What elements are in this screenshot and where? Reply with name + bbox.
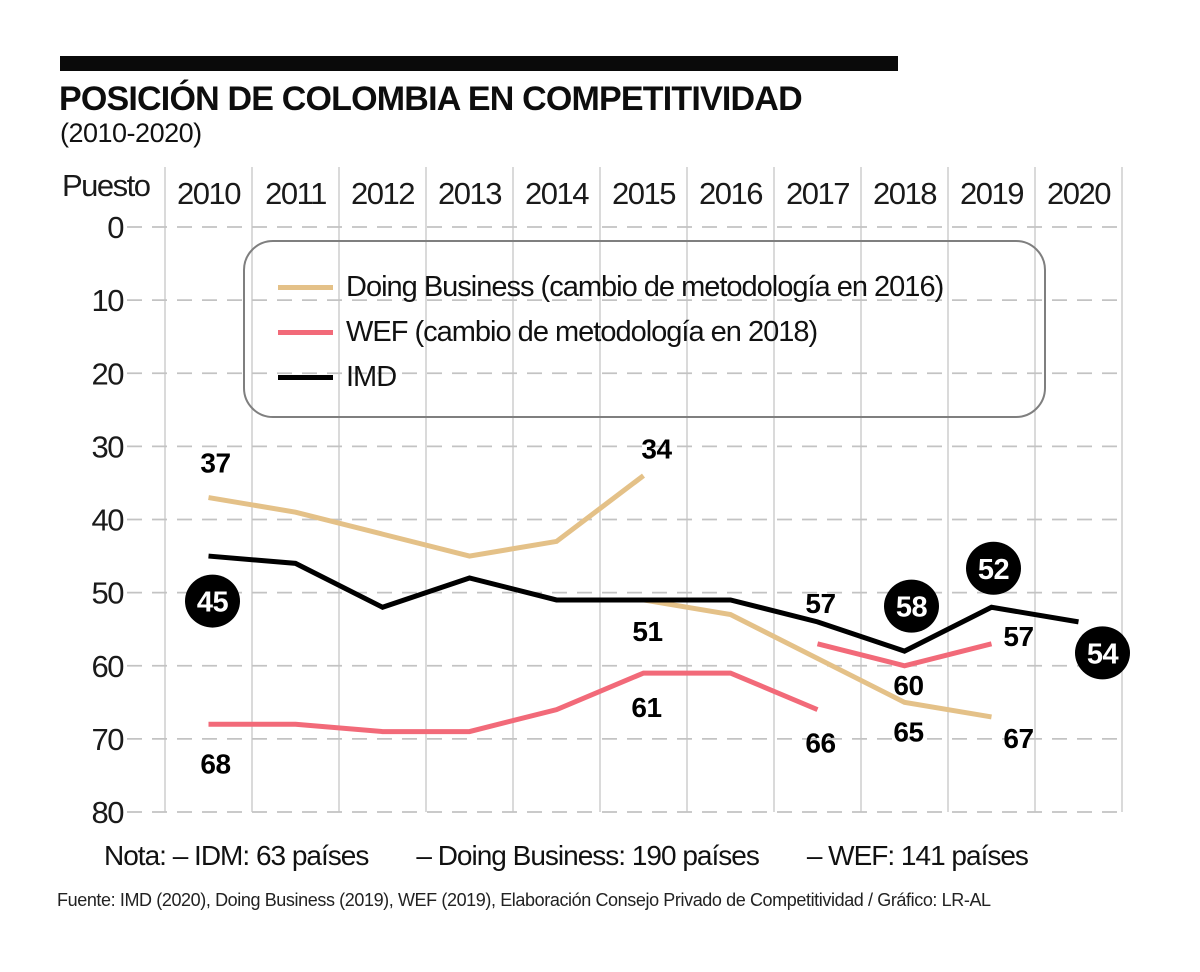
- highlight-circle-imd-2020: [1075, 626, 1130, 680]
- data-label-doing-business-post2016-2018: 65: [893, 716, 923, 747]
- imd-swatch: [278, 375, 333, 380]
- data-label-wef-post2018-2017: 57: [805, 588, 835, 619]
- legend-label-doing-business: Doing Business (cambio de metodología en…: [346, 271, 944, 303]
- note-idm: Nota: – IDM: 63 países: [104, 840, 369, 871]
- legend-item-wef: WEF (cambio de metodología en 2018): [278, 310, 1044, 355]
- highlight-circle-imd-2019: [966, 541, 1021, 595]
- x-tick-label: 2016: [699, 176, 762, 211]
- y-tick-label: 30: [92, 429, 125, 464]
- data-label-imd-2010: 45: [197, 587, 229, 619]
- data-label-imd-2015: 51: [632, 616, 662, 647]
- note-wef: – WEF: 141 países: [806, 840, 1029, 871]
- chart-legend: Doing Business (cambio de metodología en…: [243, 240, 1046, 418]
- legend-label-imd: IMD: [346, 361, 397, 393]
- x-tick-label: 2018: [873, 176, 936, 211]
- y-tick-label: 20: [92, 356, 125, 391]
- page-subtitle: (2010-2020): [60, 118, 202, 148]
- y-tick-label: 0: [107, 210, 124, 245]
- data-label-wef-post2018-2018: 60: [893, 670, 923, 701]
- y-axis-title: Puesto: [62, 168, 150, 203]
- data-label-wef-post2018-2019: 57: [1003, 621, 1033, 652]
- x-tick-label: 2017: [786, 176, 849, 211]
- x-tick-label: 2019: [960, 176, 1023, 211]
- data-label-wef-pre2018-2015: 61: [631, 692, 661, 723]
- y-tick-label: 10: [92, 283, 125, 318]
- y-tick-label: 50: [92, 576, 125, 611]
- source-credit: Fuente: IMD (2020), Doing Business (2019…: [57, 890, 991, 910]
- note-doing-business: – Doing Business: 190 países: [416, 840, 759, 871]
- x-tick-label: 2010: [177, 176, 241, 211]
- doing-business-swatch: [278, 285, 333, 290]
- page-title: POSICIÓN DE COLOMBIA EN COMPETITIVIDAD: [59, 80, 803, 118]
- series-line-wef-pre2018: [208, 670, 819, 735]
- y-tick-label: 80: [92, 795, 125, 830]
- y-tick-label: 40: [92, 503, 125, 538]
- highlight-circle-imd-2010: [185, 574, 240, 628]
- data-label-imd-2019: 52: [978, 554, 1009, 586]
- data-label-doing-business-pre2016-2010: 37: [200, 448, 230, 479]
- x-tick-label: 2011: [265, 176, 326, 211]
- chart-note: Nota: – IDM: 63 países – Doing Business:…: [104, 840, 1029, 872]
- x-tick-label: 2012: [351, 176, 414, 211]
- title-rule: [60, 56, 898, 71]
- legend-item-imd: IMD: [278, 355, 1044, 400]
- data-label-imd-2018: 58: [896, 592, 928, 624]
- x-tick-label: 2013: [438, 176, 501, 211]
- data-label-wef-pre2018-2017: 66: [805, 728, 835, 759]
- legend-label-wef: WEF (cambio de metodología en 2018): [346, 316, 818, 348]
- x-tick-label: 2015: [612, 176, 675, 211]
- highlight-circle-imd-2018: [884, 579, 939, 633]
- data-label-doing-business-pre2016-2015: 34: [641, 434, 672, 465]
- series-line-wef-post2018: [816, 641, 993, 669]
- series-line-imd: [208, 553, 1079, 654]
- x-tick-label: 2014: [525, 176, 589, 211]
- y-tick-label: 70: [92, 722, 125, 757]
- legend-item-doing-business: Doing Business (cambio de metodología en…: [278, 265, 1044, 310]
- data-label-wef-pre2018-2010: 68: [200, 748, 230, 779]
- y-tick-label: 60: [92, 649, 125, 684]
- data-label-imd-2020: 54: [1087, 638, 1119, 670]
- x-tick-label: 2020: [1047, 176, 1111, 211]
- data-label-doing-business-post2016-2019: 67: [1003, 723, 1033, 754]
- series-line-doing-business-post2016: [643, 597, 992, 720]
- series-line-doing-business-pre2016: [208, 473, 646, 559]
- wef-swatch: [278, 330, 333, 335]
